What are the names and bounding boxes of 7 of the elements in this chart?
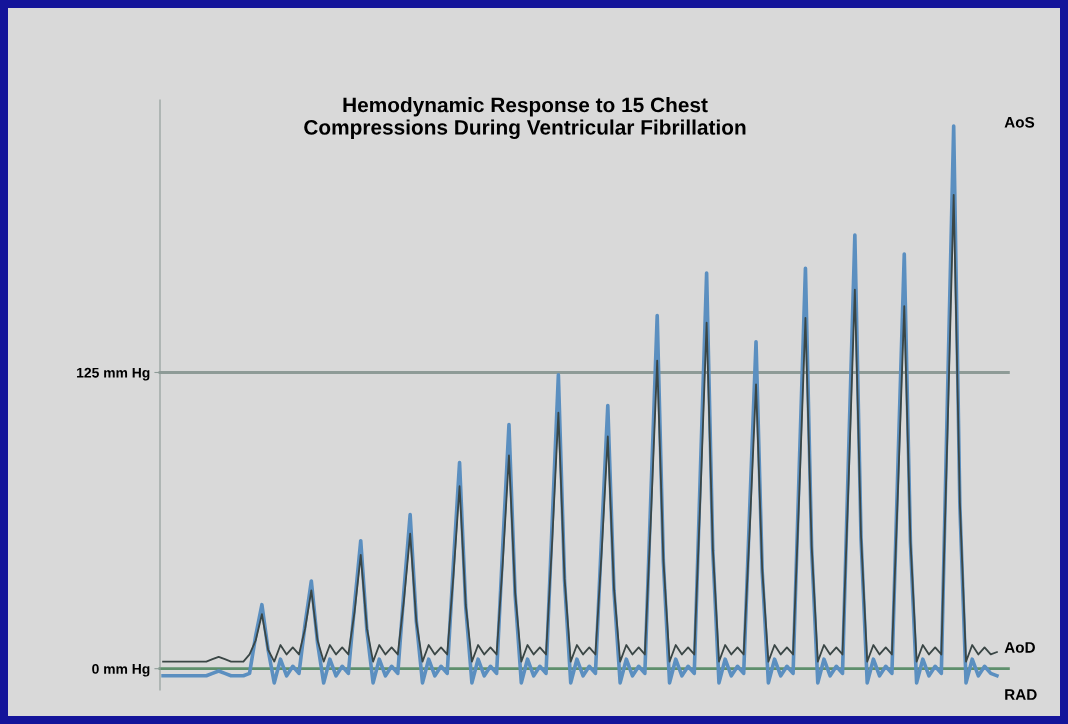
annotation: RAD — [1005, 689, 1037, 700]
chart-title: Hemodynamic Response to 15 Chest Compressions During Ventricular Fibrillation — [304, 97, 746, 139]
line-series — [162, 193, 998, 663]
annotation: AoS — [1004, 116, 1035, 128]
y-tick-label: 125 mm Hg — [77, 367, 150, 381]
annotation: AoD — [1004, 642, 1035, 653]
y-tick-label: 0 mm Hg — [92, 663, 150, 677]
